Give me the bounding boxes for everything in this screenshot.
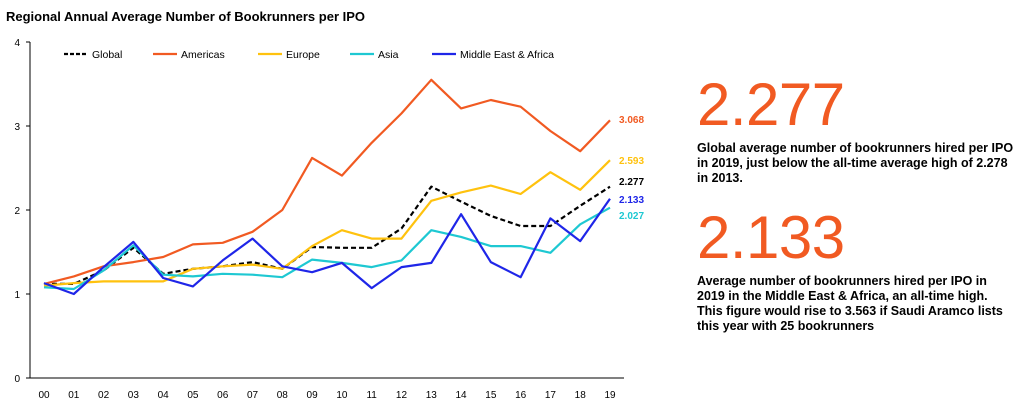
- x-tick-label: 01: [68, 390, 80, 401]
- y-tick-label: 3: [14, 122, 20, 133]
- x-tick-label: 13: [426, 390, 438, 401]
- end-value-label: 2.027: [619, 211, 644, 222]
- x-tick-label: 00: [38, 390, 50, 401]
- x-tick-label: 11: [366, 390, 377, 401]
- x-tick-label: 17: [545, 390, 557, 401]
- x-tick-label: 14: [455, 390, 467, 401]
- x-tick-label: 08: [277, 390, 289, 401]
- y-tick-label: 4: [14, 38, 20, 49]
- end-value-label: 2.133: [619, 195, 644, 206]
- x-tick-label: 06: [217, 390, 229, 401]
- global-stat-number: 2.277: [697, 71, 845, 138]
- x-tick-label: 18: [575, 390, 587, 401]
- end-value-label: 3.068: [619, 115, 644, 126]
- y-tick-label: 1: [14, 290, 20, 301]
- legend-label: Europe: [286, 49, 320, 61]
- x-tick-label: 19: [604, 390, 616, 401]
- x-tick-label: 05: [187, 390, 199, 401]
- series-line-global: [44, 185, 611, 285]
- mea-stat-number: 2.133: [697, 204, 845, 271]
- end-value-label: 2.277: [619, 177, 644, 188]
- mea-stat-description: Average number of bookrunners hired per …: [697, 274, 1003, 333]
- series-line-asia: [43, 206, 611, 291]
- y-tick-label: 0: [14, 374, 20, 385]
- x-tick-label: 03: [128, 390, 140, 401]
- legend-label: Global: [92, 49, 122, 61]
- x-tick-label: 09: [307, 390, 319, 401]
- mea-stat-block: 2.133 Average number of bookrunners hire…: [697, 208, 1024, 334]
- global-stat-block: 2.277 Global average number of bookrunne…: [697, 75, 1024, 186]
- series-line-americas: [43, 78, 611, 285]
- legend-label: Asia: [378, 49, 399, 61]
- global-stat-description: Global average number of bookrunners hir…: [697, 141, 1014, 185]
- y-tick-label: 2: [14, 206, 20, 217]
- x-tick-label: 15: [485, 390, 497, 401]
- chart-title: Regional Annual Average Number of Bookru…: [6, 9, 366, 24]
- series-line-europe: [43, 159, 611, 287]
- legend-label: Middle East & Africa: [460, 49, 554, 61]
- x-tick-label: 04: [158, 390, 170, 401]
- x-tick-label: 10: [336, 390, 348, 401]
- x-tick-label: 07: [247, 390, 259, 401]
- x-tick-label: 16: [515, 390, 527, 401]
- end-value-label: 2.593: [619, 156, 644, 167]
- legend-label: Americas: [181, 49, 225, 61]
- x-tick-label: 12: [396, 390, 408, 401]
- x-tick-label: 02: [98, 390, 110, 401]
- series-line-middle-east-africa: [43, 198, 611, 296]
